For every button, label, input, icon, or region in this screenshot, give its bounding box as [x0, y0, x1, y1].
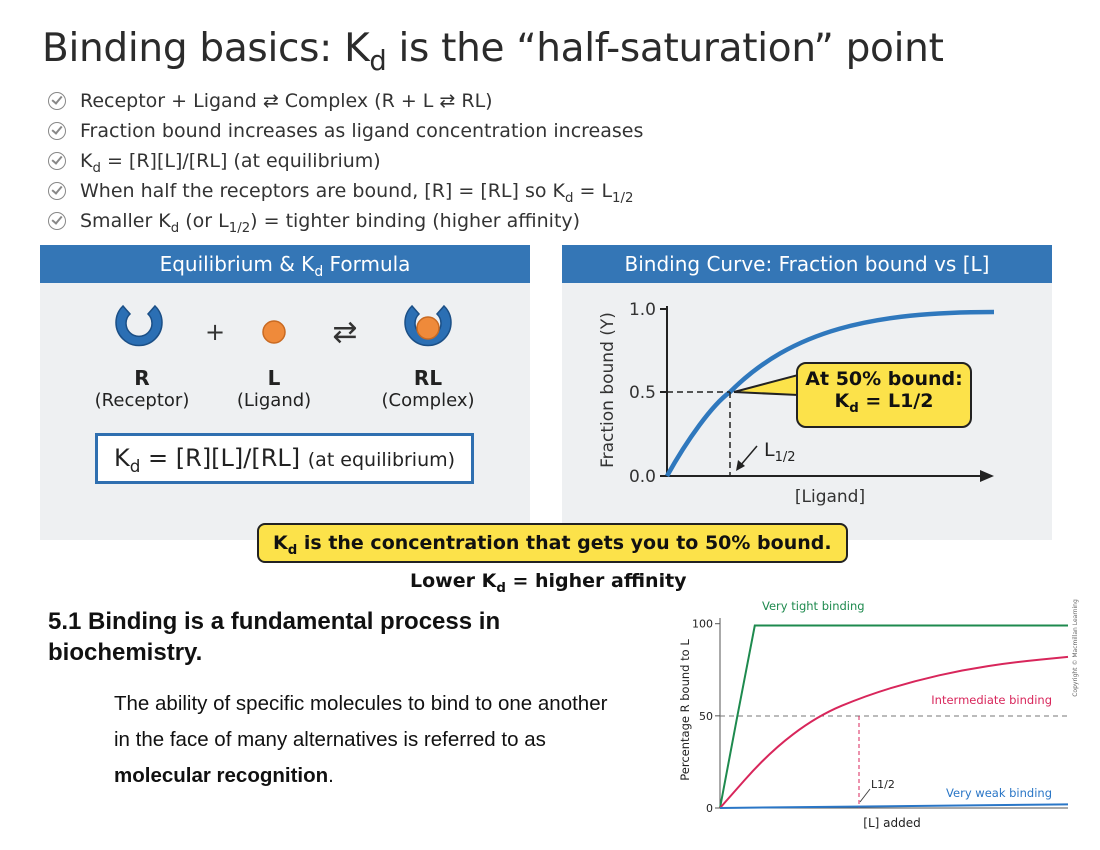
chart-x-axis-label: [L] added	[863, 816, 920, 830]
chart-copyright: Copyright © Macmillan Learning	[1072, 599, 1079, 697]
check-circle-icon	[48, 212, 66, 230]
curve-y-tick-label: 0.0	[629, 467, 656, 487]
receptor-label: R (Receptor)	[94, 366, 190, 411]
complex-icon	[404, 304, 452, 347]
curve-y-tick-label: 1.0	[629, 300, 656, 320]
bullet-list: Receptor + Ligand ⇄ Complex (R + L ⇄ RL)…	[48, 86, 643, 236]
body-paragraph: The ability of specific molecules to bin…	[114, 692, 608, 787]
chart-y-tick-label: 100	[692, 618, 713, 631]
equilibrium-diagram: + ⇄	[115, 304, 452, 350]
very-weak-binding-line	[719, 803, 1069, 809]
affinity-note: Lower Kd = higher affinity	[410, 570, 687, 596]
fraction-bound-curve	[665, 309, 995, 478]
equilibrium-panel: Equilibrium & Kd Formula	[40, 245, 530, 540]
kd-formula-box: Kd = [R][L]/[RL] (at equilibrium)	[95, 433, 475, 484]
equilibrium-panel-header: Equilibrium & Kd Formula	[40, 245, 530, 283]
bullet-item: Fraction bound increases as ligand conce…	[48, 116, 643, 146]
intermediate-binding-label: Intermediate binding	[931, 693, 1052, 707]
bullet-item: When half the receptors are bound, [R] =…	[48, 176, 643, 206]
l-half-label: L1/2	[764, 439, 796, 465]
section-heading: 5.1 Binding is a fundamental process in …	[48, 608, 501, 666]
l-half-pointer-arrowhead	[736, 460, 745, 471]
curve-x-axis-arrowhead	[980, 470, 994, 482]
ligand-icon	[262, 320, 286, 344]
check-circle-icon	[48, 122, 66, 140]
bullet-item: Receptor + Ligand ⇄ Complex (R + L ⇄ RL)	[48, 86, 643, 116]
check-circle-icon	[48, 152, 66, 170]
binding-curve-chart: Fraction bound (Y) 1.0 0.5 0.0 L1/2 [Lig…	[598, 300, 995, 507]
chart-y-axis-label: Percentage R bound to L	[678, 639, 692, 781]
intermediate-binding-line	[719, 655, 1069, 809]
curve-x-axis-label: [Ligand]	[795, 487, 865, 507]
curve-y-axis-label: Fraction bound (Y)	[598, 312, 618, 468]
key-term: molecular recognition	[114, 764, 329, 787]
receptor-icon	[115, 304, 163, 347]
complex-label: RL (Complex)	[381, 366, 475, 411]
half-bound-callout: At 50% bound: Kd = L1/2	[796, 362, 972, 428]
chart-l-half-label: L1/2	[871, 778, 895, 791]
curve-y-tick-label: 0.5	[629, 383, 656, 403]
page-title: Binding basics: Kd is the “half-saturati…	[42, 26, 944, 77]
very-weak-binding-label: Very weak binding	[946, 786, 1052, 800]
equilibrium-arrows: ⇄	[332, 315, 357, 350]
very-tight-binding-label: Very tight binding	[762, 599, 865, 613]
chart-l-half-pointer	[859, 788, 871, 803]
percentage-bound-chart: Percentage R bound to L [L] added L1/2 C…	[678, 599, 1079, 830]
bullet-item: Kd = [R][L]/[RL] (at equilibrium)	[48, 146, 643, 176]
very-tight-binding-line	[719, 624, 1068, 809]
check-circle-icon	[48, 182, 66, 200]
chart-y-tick-label: 0	[706, 802, 713, 815]
chart-y-tick-label: 50	[699, 710, 713, 723]
bullet-item: Smaller Kd (or L1/2) = tighter binding (…	[48, 206, 643, 236]
ligand-label: L (Ligand)	[236, 366, 312, 411]
check-circle-icon	[48, 92, 66, 110]
kd-definition-highlight: Kd is the concentration that gets you to…	[257, 523, 848, 563]
l-half-pointer-arrow	[739, 445, 758, 467]
plus-sign: +	[205, 318, 225, 346]
binding-curve-panel-header: Binding Curve: Fraction bound vs [L]	[562, 245, 1052, 283]
